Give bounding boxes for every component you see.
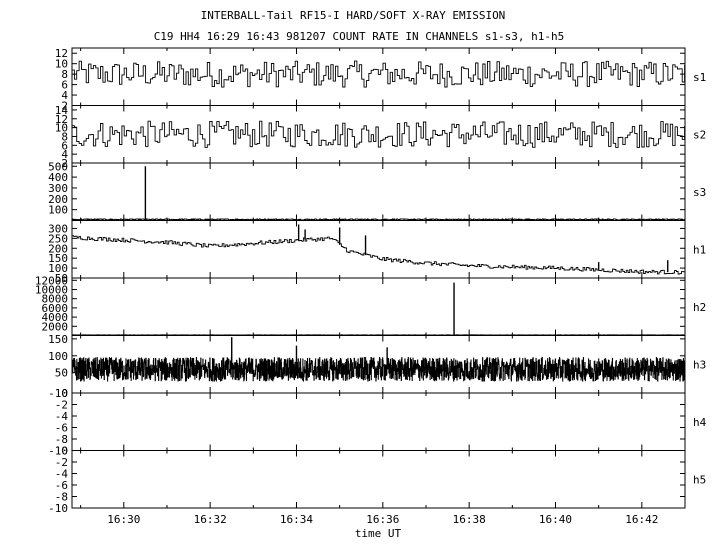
y-tick-label-s1-1: 4 — [61, 89, 68, 102]
y-tick-label-s3-4: 500 — [48, 160, 68, 173]
y-tick-label-h3-1: 50 — [55, 367, 68, 380]
chart-subtitle: C19 HH4 16:29 16:43 981207 COUNT RATE IN… — [154, 30, 565, 43]
y-tick-label-h5-0: -10 — [48, 502, 68, 515]
y-tick-label-s2-0: 2 — [61, 157, 68, 170]
x-axis: 16:30 16:32 16:34 16:36 16:38 16:40 16:42 — [107, 513, 658, 526]
panels-group: s124681012s22468101214s3100200300400500h… — [35, 47, 707, 515]
y-tick-label-s2-2: 6 — [61, 139, 68, 152]
x-tick-label-1: 16:32 — [194, 513, 227, 526]
y-tick-label-s2-1: 4 — [61, 148, 68, 161]
panel-frame-s1 — [71, 47, 686, 106]
series-line-s2 — [72, 120, 686, 148]
y-tick-label-h2-0: 2000 — [42, 320, 69, 333]
x-tick-label-5: 16:40 — [539, 513, 572, 526]
y-tick-label-s2-5: 12 — [55, 113, 68, 126]
x-axis-label: time UT — [355, 527, 402, 540]
y-tick-label-s3-2: 300 — [48, 182, 68, 195]
panel-label-s3: s3 — [693, 186, 706, 199]
y-tick-label-h5-1: -8 — [55, 491, 68, 504]
y-tick-label-h5-2: -6 — [55, 479, 68, 492]
y-tick-label-s2-4: 10 — [55, 122, 68, 135]
panel-frame-h2 — [71, 277, 686, 336]
y-tick-label-s3-0: 100 — [48, 204, 68, 217]
panel-label-h5: h5 — [693, 473, 706, 486]
y-tick-label-s1-0: 2 — [61, 100, 68, 113]
y-tick-label-h2-5: 12000 — [35, 274, 68, 287]
y-tick-label-h1-3: 200 — [48, 242, 68, 255]
panel-label-h3: h3 — [693, 358, 706, 371]
y-tick-label-h2-1: 4000 — [42, 311, 69, 324]
x-tick-label-3: 16:36 — [366, 513, 399, 526]
y-tick-label-h2-4: 10000 — [35, 284, 68, 297]
panel-frame-s3 — [71, 162, 686, 221]
y-tick-label-h1-2: 150 — [48, 252, 68, 265]
y-tick-label-h4-2: -6 — [55, 422, 68, 435]
y-tick-label-h4-3: -4 — [55, 410, 69, 423]
x-tick-label-0: 16:30 — [107, 513, 140, 526]
y-tick-label-s1-4: 10 — [55, 58, 68, 71]
series-line-h1 — [72, 235, 686, 275]
panel-label-s2: s2 — [693, 128, 706, 141]
y-tick-label-h1-0: 50 — [55, 272, 68, 285]
y-tick-label-h2-3: 8000 — [42, 293, 69, 306]
series-line-s3 — [72, 218, 685, 221]
y-tick-label-h4-5: 0 — [61, 387, 68, 400]
series-line-h3 — [71, 357, 686, 382]
panel-label-h1: h1 — [693, 243, 706, 256]
y-tick-label-h5-3: -4 — [55, 468, 69, 481]
y-tick-label-s2-3: 8 — [61, 130, 68, 143]
x-tick-label-6: 16:42 — [625, 513, 658, 526]
y-tick-label-s1-2: 6 — [61, 79, 68, 92]
y-tick-label-h1-1: 100 — [48, 262, 68, 275]
y-tick-label-h1-4: 250 — [48, 232, 68, 245]
y-tick-label-s2-6: 14 — [55, 104, 69, 117]
y-tick-label-s1-5: 12 — [55, 47, 68, 60]
x-tick-label-4: 16:38 — [453, 513, 486, 526]
chart-title: INTERBALL-Tail RF15-I HARD/SOFT X-RAY EM… — [201, 9, 506, 22]
y-tick-label-h3-3: 150 — [48, 333, 68, 346]
x-tick-label-2: 16:34 — [280, 513, 313, 526]
y-tick-label-h3-0: -10 — [48, 387, 68, 400]
y-tick-label-h4-0: -10 — [48, 445, 68, 458]
y-tick-label-s3-1: 200 — [48, 193, 68, 206]
panel-label-h2: h2 — [693, 301, 706, 314]
panel-frame-h5 — [71, 450, 686, 509]
y-tick-label-h1-5: 300 — [48, 222, 68, 235]
panel-label-s1: s1 — [693, 71, 706, 84]
y-tick-label-h2-2: 6000 — [42, 302, 69, 315]
panel-label-h4: h4 — [693, 416, 707, 429]
series-line-s1 — [72, 60, 686, 88]
y-tick-label-s1-3: 8 — [61, 68, 68, 81]
panel-frame-h4 — [71, 392, 686, 451]
y-tick-label-s3-3: 400 — [48, 171, 68, 184]
y-tick-label-h4-4: -2 — [55, 399, 68, 412]
y-tick-label-h3-2: 100 — [48, 350, 68, 363]
y-tick-label-h5-4: -2 — [55, 456, 68, 469]
y-tick-label-h4-1: -8 — [55, 433, 68, 446]
y-tick-label-h5-5: 0 — [61, 445, 68, 458]
